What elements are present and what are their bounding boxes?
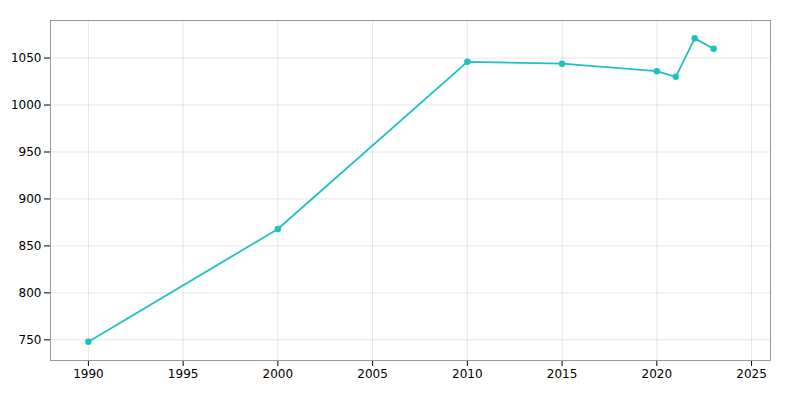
svg-text:2015: 2015 [547,367,578,381]
svg-text:1990: 1990 [73,367,104,381]
svg-text:850: 850 [19,239,42,253]
svg-text:2005: 2005 [357,367,388,381]
svg-text:2020: 2020 [642,367,673,381]
svg-text:2025: 2025 [736,367,767,381]
svg-text:900: 900 [19,192,42,206]
svg-text:1050: 1050 [11,51,42,65]
svg-text:750: 750 [19,333,42,347]
svg-text:950: 950 [19,145,42,159]
svg-text:1995: 1995 [168,367,199,381]
svg-text:1000: 1000 [11,98,42,112]
svg-text:2010: 2010 [452,367,483,381]
svg-text:800: 800 [19,286,42,300]
svg-text:2000: 2000 [263,367,294,381]
